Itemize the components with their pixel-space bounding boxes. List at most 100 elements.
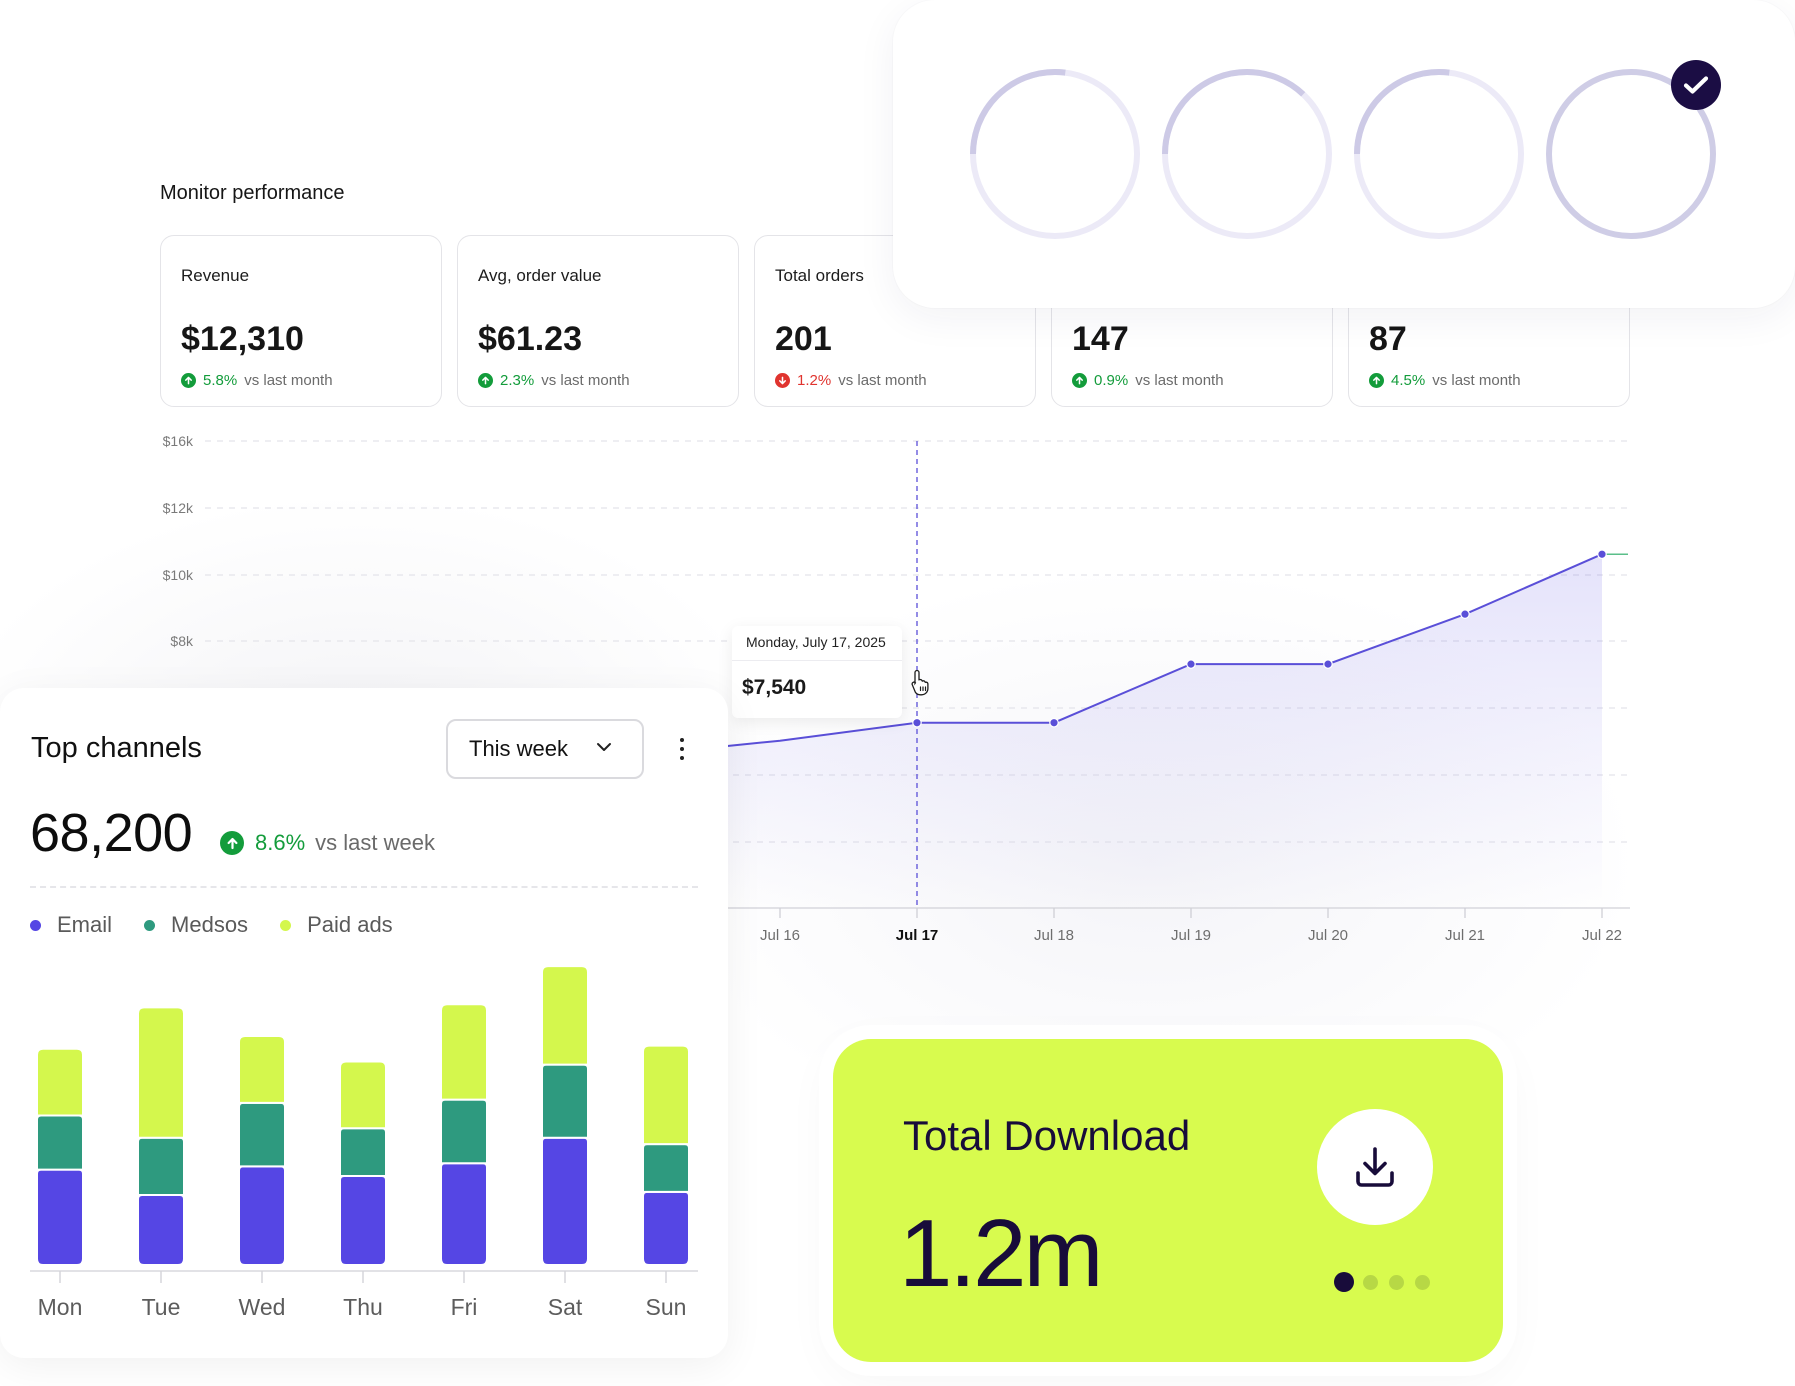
x-tick-label: Jul 19 xyxy=(1171,927,1211,944)
arrow-up-icon xyxy=(478,373,493,388)
monitor-title: Monitor performance xyxy=(160,182,345,204)
y-tick-label: $12k xyxy=(163,500,194,516)
pager-dot-2[interactable] xyxy=(1363,1274,1378,1290)
progress-ring-1 xyxy=(970,69,1140,239)
x-tick-label: Thu xyxy=(343,1294,383,1320)
legend-label: Medsos xyxy=(171,912,249,937)
arrow-up-icon xyxy=(1369,373,1384,388)
kpi-change: 5.8% vs last month xyxy=(181,372,333,389)
tooltip-value: $7,540 xyxy=(742,676,807,699)
kpi-value: $12,310 xyxy=(181,320,304,358)
bar-segment-email[interactable] xyxy=(36,1168,84,1266)
download-button[interactable] xyxy=(1317,1109,1433,1225)
bar-segment-medsos[interactable] xyxy=(36,1114,84,1171)
legend-item-paid-ads: Paid ads xyxy=(280,912,393,938)
bar-segment-medsos[interactable] xyxy=(642,1143,690,1193)
channels-title: Top channels xyxy=(31,732,202,764)
top-channels-card: Top channels This week 68,200 8.6% vs la… xyxy=(0,688,728,1358)
progress-ring-2 xyxy=(1162,69,1332,239)
arrow-down-icon xyxy=(775,373,790,388)
x-tick-label: Jul 17 xyxy=(896,927,939,944)
pager-dot-4[interactable] xyxy=(1415,1274,1430,1290)
channels-divider xyxy=(30,886,698,888)
download-icon xyxy=(1356,1147,1394,1187)
bar-segment-email[interactable] xyxy=(541,1136,589,1266)
ring-track xyxy=(1546,69,1716,239)
bar-segment-email[interactable] xyxy=(339,1174,387,1266)
kpi-card-revenue[interactable]: Revenue $12,310 5.8% vs last month xyxy=(160,235,442,407)
x-tick-label: Tue xyxy=(142,1294,181,1320)
series-line xyxy=(719,553,1603,748)
bar-segment-paid-ads[interactable] xyxy=(137,1006,185,1139)
bar-segment-paid-ads[interactable] xyxy=(642,1044,690,1146)
data-point[interactable] xyxy=(1186,659,1196,669)
bar-segment-paid-ads[interactable] xyxy=(238,1035,286,1104)
bar-segment-email[interactable] xyxy=(440,1162,488,1266)
x-tick-label: Wed xyxy=(239,1294,286,1320)
more-options-icon[interactable] xyxy=(672,734,692,764)
bar-segment-medsos[interactable] xyxy=(137,1136,185,1197)
pager-dot-1[interactable] xyxy=(1334,1272,1354,1292)
channels-change-percent: 8.6% xyxy=(255,830,306,855)
period-dropdown-value: This week xyxy=(469,736,569,761)
kpi-change: 2.3% vs last month xyxy=(478,372,630,389)
data-point[interactable] xyxy=(1460,609,1470,619)
data-point[interactable] xyxy=(1323,659,1333,669)
channels-change: 8.6% vs last week xyxy=(220,830,435,856)
ring-progress xyxy=(1162,69,1332,239)
data-point[interactable] xyxy=(1049,717,1059,728)
x-tick-label: Fri xyxy=(451,1294,478,1320)
bar-segment-email[interactable] xyxy=(238,1165,286,1266)
bar-segment-medsos[interactable] xyxy=(238,1101,286,1168)
bar-segment-medsos[interactable] xyxy=(541,1063,589,1139)
kpi-value: 201 xyxy=(775,320,832,358)
total-download-card: Total Download 1.2m xyxy=(833,1039,1503,1362)
x-tick-label: Jul 21 xyxy=(1445,927,1485,944)
kpi-change: 1.2% vs last month xyxy=(775,372,927,389)
x-tick-label: Jul 18 xyxy=(1034,927,1074,944)
kpi-card-avg-order-value[interactable]: Avg, order value $61.23 2.3% vs last mon… xyxy=(457,235,739,407)
kpi-change-percent: 0.9% xyxy=(1094,372,1129,389)
bar-segment-email[interactable] xyxy=(642,1190,690,1266)
x-tick-label: Sat xyxy=(548,1294,583,1320)
bar-segment-email[interactable] xyxy=(137,1194,185,1266)
tooltip-date: Monday, July 17, 2025 xyxy=(746,634,886,650)
arrow-up-icon xyxy=(181,373,196,388)
bar-segment-paid-ads[interactable] xyxy=(440,1003,488,1101)
kpi-change-suffix: vs last month xyxy=(1432,372,1521,389)
pager-dot-3[interactable] xyxy=(1389,1274,1404,1290)
channels-legend: Email Medsos Paid ads xyxy=(30,912,425,938)
kpi-change: 4.5% vs last month xyxy=(1369,372,1521,389)
bar-segment-medsos[interactable] xyxy=(339,1127,387,1177)
channels-total: 68,200 xyxy=(30,803,193,863)
legend-item-email: Email xyxy=(30,912,112,938)
channels-bar-chart: Mon Tue Wed Thu Fri Sat Sun xyxy=(30,965,698,1320)
kpi-change: 0.9% vs last month xyxy=(1072,372,1224,389)
chevron-down-icon xyxy=(597,743,611,751)
y-tick-label: $16k xyxy=(163,433,194,449)
check-badge-icon xyxy=(1671,60,1721,110)
period-dropdown[interactable]: This week xyxy=(446,719,644,779)
download-value: 1.2m xyxy=(899,1200,1103,1307)
kpi-label: Avg, order value xyxy=(478,266,602,285)
tooltip-divider xyxy=(732,660,902,661)
kpi-value: $61.23 xyxy=(478,320,582,358)
progress-ring-4 xyxy=(1546,69,1716,239)
progress-ring-3 xyxy=(1354,69,1524,239)
arrow-up-icon xyxy=(1072,373,1087,388)
y-tick-label: $8k xyxy=(170,633,194,649)
legend-dot-icon xyxy=(280,919,292,931)
x-tick-label: Jul 20 xyxy=(1308,927,1348,944)
legend-dot-icon xyxy=(30,919,41,931)
kpi-change-suffix: vs last month xyxy=(541,372,630,389)
bar-segment-paid-ads[interactable] xyxy=(36,1047,84,1117)
bar-segment-paid-ads[interactable] xyxy=(541,965,589,1066)
data-point[interactable] xyxy=(912,717,922,728)
download-title: Total Download xyxy=(903,1112,1191,1159)
bar-segment-paid-ads[interactable] xyxy=(339,1060,387,1130)
kpi-change-suffix: vs last month xyxy=(244,372,333,389)
data-point[interactable] xyxy=(1597,549,1607,560)
bar-segment-medsos[interactable] xyxy=(440,1098,488,1165)
legend-label: Paid ads xyxy=(307,912,393,937)
